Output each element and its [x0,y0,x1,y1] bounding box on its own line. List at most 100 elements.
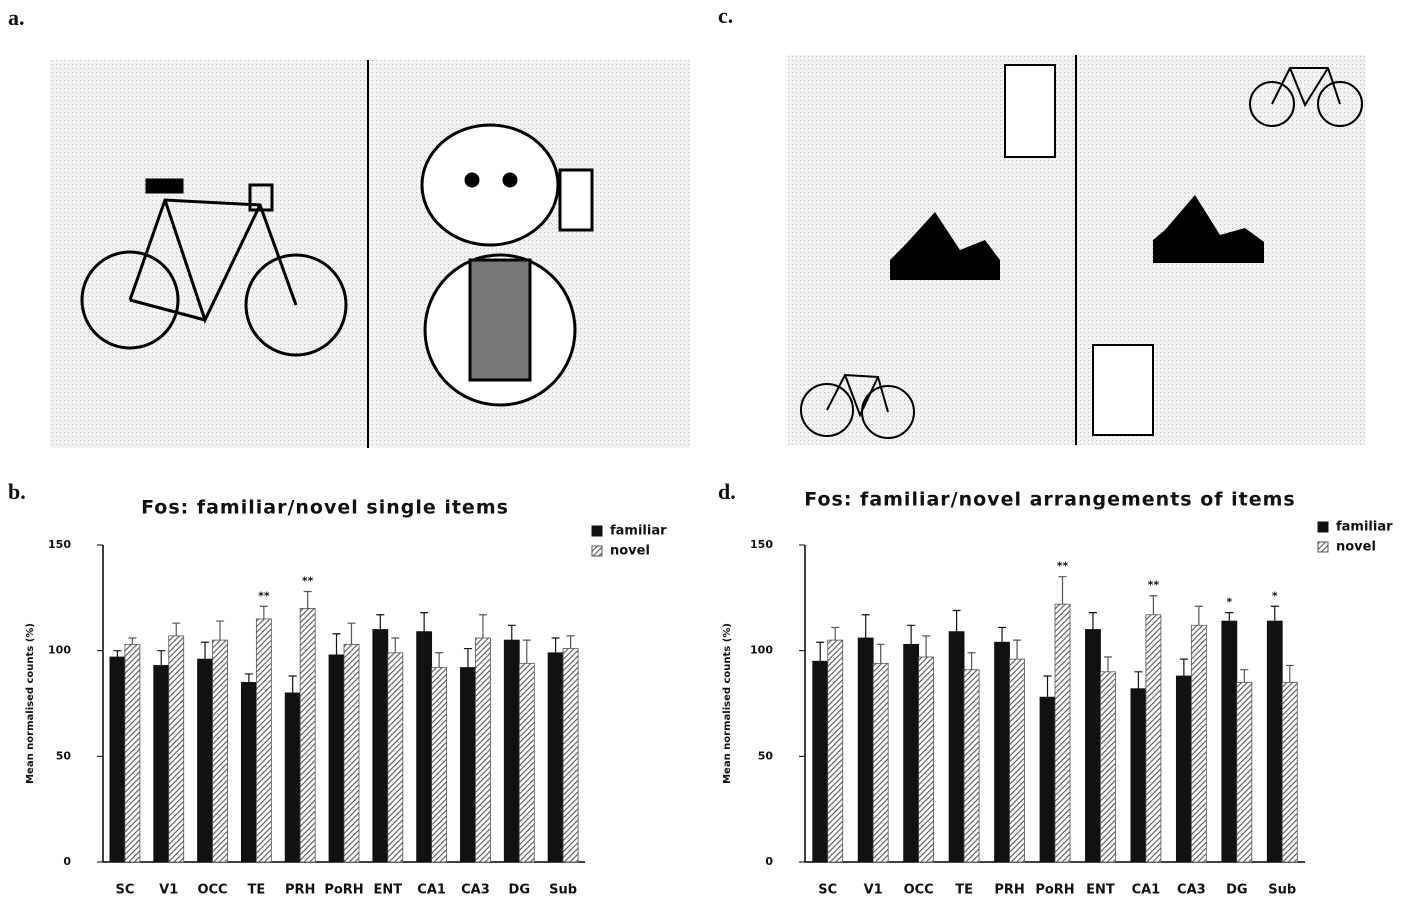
bar [1085,629,1101,863]
panel-label: c. [718,3,733,28]
error-bar [522,639,531,664]
bar [1175,675,1192,863]
x-tick-label: TE [955,883,973,898]
bar [1190,624,1207,863]
bar [1281,681,1298,863]
error-bar [478,614,487,638]
error-bar [332,633,341,655]
error-bar [967,652,976,670]
chart-title: Fos: familiar/novel single items [141,497,509,519]
error-bar [952,609,961,632]
error-bar [998,626,1007,643]
bar [827,639,844,863]
error-bar [1240,669,1249,683]
bar [343,643,360,863]
bar [240,681,257,863]
error-bar [113,650,122,658]
error-bar [420,612,429,632]
bar [387,652,404,863]
error-bar [128,637,137,645]
x-tick-label: DG [509,883,530,898]
x-tick-label: PoRH [324,883,363,898]
error-bar [259,605,268,619]
panel-label: d. [718,479,736,504]
y-tick-label: 0 [765,855,773,868]
error-bar [831,626,840,641]
bar [416,631,433,863]
legend-label: familiar [610,524,667,539]
error-bar [566,635,575,649]
x-tick-label: ENT [1086,883,1115,898]
error-bar [1134,671,1143,689]
x-tick-label: CA3 [1177,883,1206,898]
y-axis-label: Mean normalised counts (%) [25,623,36,784]
x-tick-label: TE [247,883,265,898]
bar [518,662,535,863]
significance-marker: ** [302,574,314,587]
error-bar [463,647,472,668]
bar [460,667,476,863]
bar [872,662,889,863]
bar [1054,603,1071,863]
bar [1221,620,1238,863]
error-bar [816,641,825,662]
x-tick-label: OCC [904,883,934,898]
error-bar [376,614,385,630]
chart-title: Fos: familiar/novel arrangements of item… [804,489,1295,511]
y-tick-label: 100 [750,644,773,657]
bar [124,643,141,863]
x-tick-label: DG [1226,883,1247,898]
legend-label: novel [1336,540,1376,555]
bar [1039,696,1056,863]
bar [857,637,874,863]
x-tick-label: Sub [1268,883,1296,898]
x-tick-label: SC [115,883,134,898]
y-tick-label: 150 [750,538,773,551]
y-tick-label: 100 [48,644,71,657]
legend-swatch [591,525,603,537]
error-bar [507,624,516,641]
error-bar [1225,612,1234,622]
significance-marker: * [1272,589,1278,602]
bar [1130,688,1147,863]
bar [948,631,965,863]
y-axis-label: Mean normalised counts (%) [722,623,733,784]
panel-label: b. [8,479,26,504]
x-tick-label: Sub [549,883,577,898]
x-tick-label: CA1 [417,883,446,898]
x-tick-label: OCC [197,883,227,898]
bar [1266,620,1283,863]
bar [903,643,920,863]
error-bar [435,652,444,668]
x-tick-label: SC [818,883,837,898]
error-bar [391,637,400,653]
error-bar [1103,656,1112,672]
y-tick-label: 50 [56,749,72,762]
bar [153,665,170,863]
bar [168,635,185,863]
bar [918,656,935,863]
bar [1100,671,1116,863]
panel-label: a. [8,5,25,30]
bar [431,667,448,863]
x-tick-label: V1 [864,883,883,898]
bar [1145,614,1162,863]
bar [299,608,316,863]
x-tick-label: CA3 [461,883,490,898]
error-bar [216,620,225,641]
error-bar [201,641,210,660]
y-tick-label: 0 [63,855,71,868]
legend-label: familiar [1336,520,1393,535]
error-bar [303,590,312,609]
significance-marker: ** [1148,579,1160,592]
bar [197,658,213,863]
error-bar [172,622,181,636]
bar [562,648,579,863]
legend-swatch [591,545,603,557]
legend-swatch [1317,541,1329,553]
error-bar [907,624,916,645]
bar [212,639,228,863]
error-bar [861,614,870,638]
bar [503,639,520,863]
